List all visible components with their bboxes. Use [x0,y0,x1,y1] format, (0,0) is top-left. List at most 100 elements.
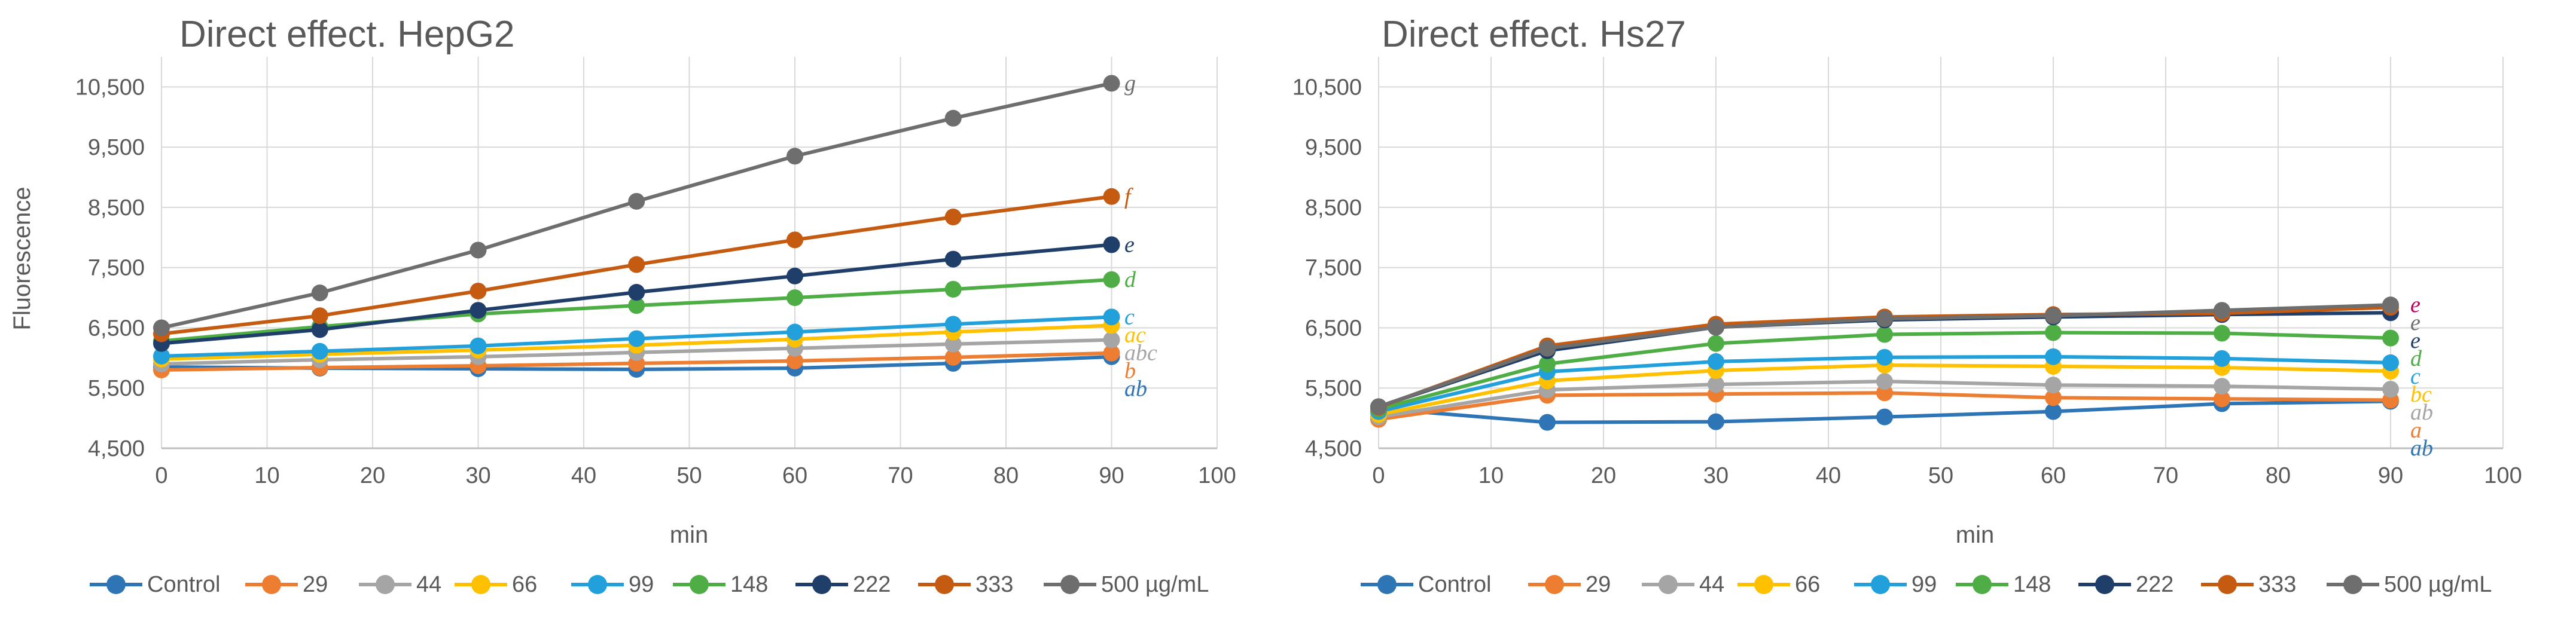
data-point [2214,390,2230,408]
legend-swatch [2201,573,2254,596]
x-tick-label: 90 [1099,463,1124,488]
series-5 [1370,324,2399,418]
data-point [1103,188,1120,205]
data-point [2382,329,2399,347]
legend-label: 148 [730,571,769,597]
data-point [1103,344,1120,362]
gridlines [161,57,1218,449]
data-point [786,231,803,249]
y-tick-label: 8,500 [1305,195,1362,221]
x-tick-label: 10 [254,463,279,488]
x-tick-label: 90 [2378,463,2403,488]
data-point [628,330,645,347]
x-tick-label: 70 [888,463,913,488]
legend-swatch [455,573,507,596]
series-8 [153,75,1120,336]
y-tick-label: 6,500 [88,316,145,341]
data-point [1103,331,1120,348]
legend-label: 29 [1586,571,1611,597]
legend-swatch [1642,573,1694,596]
legend-swatch [1361,573,1413,596]
x-tick-label: 70 [2153,463,2178,488]
legend-item: 99 [1854,567,1937,602]
legend-item: 66 [455,567,537,602]
data-point [153,319,170,336]
x-tick-label: 30 [1703,463,1728,488]
legend-item: 500 µg/mL [2327,567,2492,602]
data-point [2045,307,2062,325]
legend-label: 148 [2013,571,2051,597]
data-point [2382,381,2399,398]
legend-item: 44 [1642,567,1724,602]
y-tick-label: 5,500 [1305,376,1362,401]
chart-title: Direct effect. HepG2 [179,14,515,55]
data-point [2214,302,2230,319]
significance-label: a [2410,418,2422,443]
data-point [153,347,170,365]
legend-item: 29 [245,567,328,602]
legend-item: 500 µg/mL [1044,567,1209,602]
data-point [1708,335,1724,352]
data-point [1876,384,1893,402]
x-tick-label: 40 [1816,463,1841,488]
significance-label: c [1124,304,1135,329]
series-8 [1370,296,2399,415]
legend-item: Control [1361,567,1492,602]
data-point [2214,378,2230,395]
legend: Control 29 44 66 99 148 222 333 500 µg/mL [0,567,1286,602]
data-point [2045,377,2062,394]
legend-item: 29 [1528,567,1611,602]
y-tick-label: 7,500 [1305,256,1362,281]
data-point [944,250,962,268]
legend-item: 148 [1956,567,2051,602]
significance-label: bc [2410,382,2432,407]
y-tick-label: 6,500 [1305,316,1362,341]
legend-item: 222 [2078,567,2173,602]
legend-label: 44 [416,571,442,597]
data-point [311,307,328,325]
x-tick-label: 80 [993,463,1019,488]
legend-swatch [1854,573,1907,596]
chart-panel-hs27: Direct effect. Hs27 0 10 20 30 40 50 60 70 80 90 1… [1286,0,2572,621]
data-point [1708,319,1724,336]
significance-label: ab [2410,400,2433,425]
data-point [944,209,962,226]
data-point [786,148,803,165]
y-tick-label: 7,500 [88,256,145,281]
significance-label: e [2410,292,2420,317]
data-point [1708,376,1724,393]
data-point [470,302,487,319]
data-point [786,267,803,285]
legend-item: 222 [795,567,891,602]
y-tick-label: 9,500 [1305,135,1362,160]
significance-label: d [2410,346,2422,371]
data-point [786,289,803,307]
data-point [2045,389,2062,406]
x-tick-label: 100 [2484,463,2522,488]
legend-swatch [245,573,298,596]
legend-label: 99 [1912,571,1937,597]
y-tick-label: 4,500 [88,436,145,461]
data-point [1103,75,1120,92]
significance-label: e [2410,310,2420,335]
series-7 [153,188,1120,342]
data-point [1103,271,1120,288]
data-point [2382,296,2399,314]
data-point [2045,324,2062,341]
legend-swatch [90,573,142,596]
legend-swatch [1528,573,1581,596]
y-tick-label: 8,500 [88,195,145,221]
data-point [628,284,645,301]
legend-label: Control [147,571,221,597]
data-point [2382,354,2399,371]
x-tick-label: 30 [465,463,490,488]
legend-item: 333 [918,567,1013,602]
data-point [311,342,328,360]
data-point [786,352,803,369]
data-point [786,323,803,341]
data-point [628,192,645,210]
legend-swatch [359,573,411,596]
significance-label: d [1124,267,1136,292]
significance-label: f [1124,184,1133,209]
